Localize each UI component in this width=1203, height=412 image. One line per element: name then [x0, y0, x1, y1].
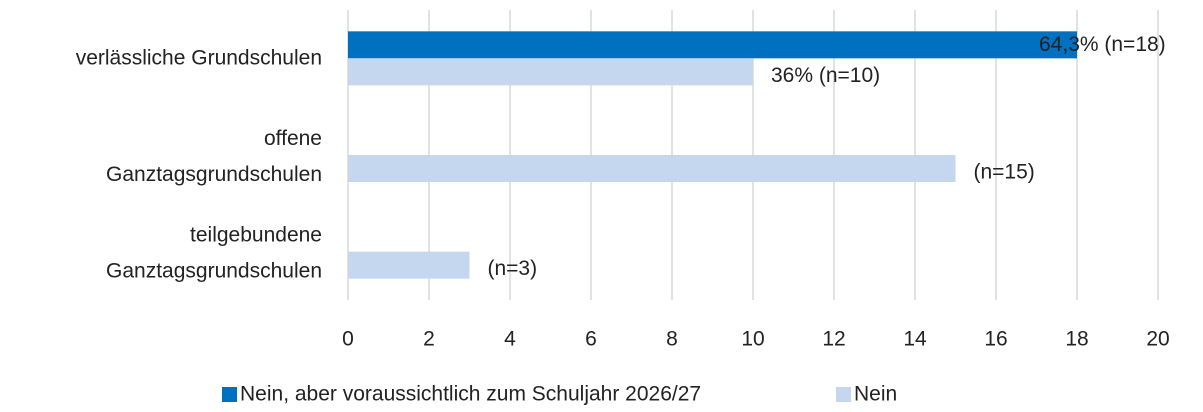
x-tick-label: 6: [585, 328, 597, 351]
legend-swatch: [836, 387, 851, 402]
legend-label: Nein: [854, 383, 897, 406]
y-tick-label-line: offene: [264, 127, 322, 150]
y-tick-label-line: Ganztagsgrundschulen: [106, 163, 322, 186]
y-tick-label: teilgebundene Ganztagsgrundschulen: [106, 223, 322, 282]
x-tick-label: 20: [1146, 328, 1169, 351]
y-tick-label: offene Ganztagsgrundschulen: [106, 127, 322, 186]
legend-label: Nein, aber voraussichtlich zum Schuljahr…: [240, 383, 701, 406]
value-label: (n=15): [974, 161, 1035, 184]
x-tick-label: 8: [666, 328, 678, 351]
bar: [348, 251, 470, 279]
y-tick-label-line: Ganztagsgrundschulen: [106, 259, 322, 282]
bar: [348, 31, 1077, 59]
y-tick-label-line: verlässliche Grundschulen: [76, 46, 322, 69]
y-tick-label-line: teilgebundene: [190, 223, 322, 246]
x-tick-label: 12: [822, 328, 845, 351]
bar: [348, 155, 956, 182]
value-label: (n=3): [488, 257, 538, 280]
x-tick-label: 0: [342, 328, 354, 351]
x-tick-label: 14: [903, 328, 927, 351]
value-label: 64,3% (n=18): [1039, 33, 1166, 56]
value-label: 36% (n=10): [771, 64, 880, 87]
x-tick-label: 10: [741, 328, 764, 351]
y-tick-label: verlässliche Grundschulen: [76, 46, 322, 69]
x-tick-label: 2: [423, 328, 435, 351]
x-tick-label: 18: [1065, 328, 1088, 351]
bar: [348, 58, 753, 86]
x-tick-label: 16: [984, 328, 1007, 351]
x-tick-label: 4: [504, 328, 516, 351]
legend-swatch: [222, 387, 237, 402]
